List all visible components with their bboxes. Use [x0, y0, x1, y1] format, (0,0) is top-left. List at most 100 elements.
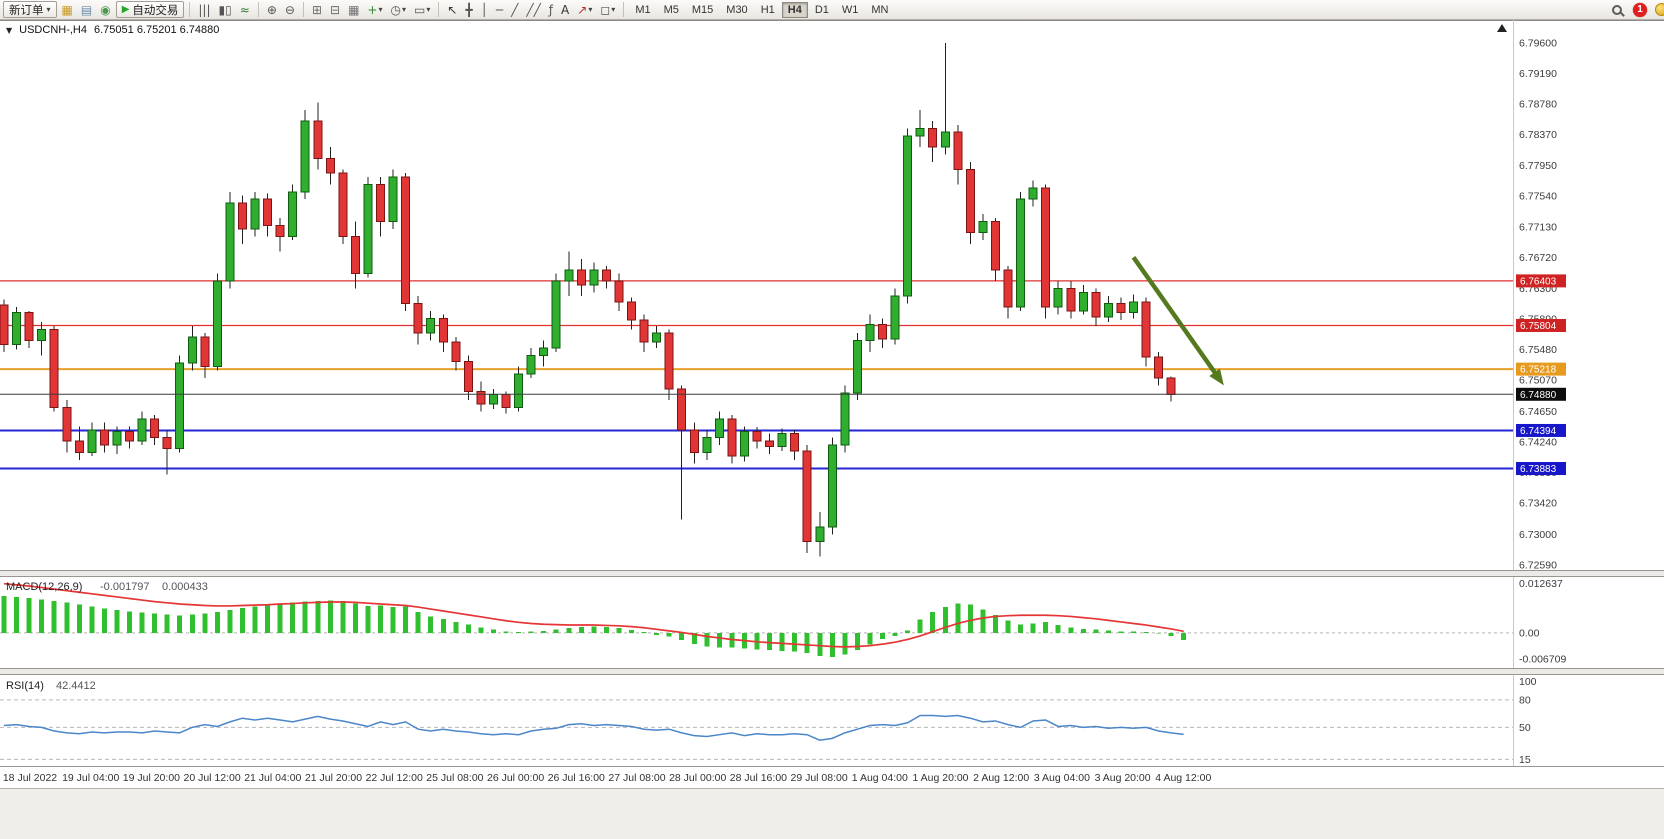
svg-text:26 Jul 00:00: 26 Jul 00:00: [487, 772, 544, 784]
svg-text:21 Jul 04:00: 21 Jul 04:00: [244, 772, 301, 784]
timeframe-d1[interactable]: D1: [809, 2, 835, 18]
time-axis[interactable]: 18 Jul 2022 19 Jul 04:00 19 Jul 20:00 20 Ju…: [3, 772, 1212, 784]
new-chart-icon[interactable]: + ▾: [364, 1, 385, 18]
channel-icon[interactable]: ╱╱: [523, 1, 543, 18]
line-chart-icon[interactable]: ≈: [237, 1, 253, 18]
chart-canvas[interactable]: 6.79600 6.79190 6.78780 6.78370 6.77950 6.775…: [0, 20, 1664, 839]
zoom-out-icon[interactable]: ⊖: [282, 1, 298, 18]
vertical-line-icon-glyph: │: [480, 2, 488, 17]
shapes-icon[interactable]: ◻ ▾: [597, 1, 618, 18]
autotrading-button[interactable]: ▶ 自动交易: [115, 1, 185, 18]
tile-windows-icon-glyph: ⊞: [311, 2, 322, 17]
vertical-line-icon[interactable]: │: [478, 1, 491, 18]
zoom-in-icon-glyph: ⊕: [266, 2, 277, 17]
rsi-axis[interactable]: 100 80 50 15: [1519, 676, 1537, 766]
svg-text:3 Aug 20:00: 3 Aug 20:00: [1095, 772, 1151, 784]
cursor-icon[interactable]: ↖: [444, 1, 460, 18]
svg-text:80: 80: [1519, 694, 1531, 706]
svg-text:6.74650: 6.74650: [1519, 406, 1557, 418]
chart-frame: [0, 20, 1664, 767]
svg-text:19 Jul 04:00: 19 Jul 04:00: [62, 772, 119, 784]
arrows-tool-icon[interactable]: ↗ ▾: [574, 1, 595, 18]
svg-text:1 Aug 04:00: 1 Aug 04:00: [852, 772, 908, 784]
svg-text:6.75218: 6.75218: [1520, 365, 1557, 376]
price-tags: 6.76403 6.75804 6.75218 6.74394 6.73883 6.748…: [1516, 274, 1566, 476]
bar-chart-icon-glyph: |||: [198, 2, 211, 17]
svg-text:18 Jul 2022: 18 Jul 2022: [3, 772, 57, 784]
coin-icon: [1655, 3, 1664, 16]
svg-text:21 Jul 20:00: 21 Jul 20:00: [305, 772, 362, 784]
arrange-windows-icon[interactable]: ▦: [345, 1, 362, 18]
market-watch-icon[interactable]: ▦: [59, 1, 76, 18]
cascade-windows-icon-glyph: ⊟: [330, 2, 341, 17]
svg-text:6.74394: 6.74394: [1520, 426, 1557, 437]
autotrading-label: 自动交易: [132, 4, 179, 17]
channel-icon-glyph: ╱╱: [526, 2, 541, 17]
timeframe-m15[interactable]: M15: [686, 2, 719, 18]
macd-axis[interactable]: 0.012637 0.00 -0.006709: [1519, 578, 1566, 665]
horizontal-line-icon-glyph: ─: [495, 2, 504, 17]
text-icon[interactable]: A: [558, 1, 572, 18]
macd-signal-value: 0.000433: [162, 581, 208, 593]
crosshair-icon[interactable]: ╋: [462, 1, 475, 18]
svg-text:4 Aug 12:00: 4 Aug 12:00: [1155, 772, 1211, 784]
svg-text:0.00: 0.00: [1519, 627, 1540, 639]
trendline-icon[interactable]: ╱: [508, 1, 521, 18]
timeframe-h4[interactable]: H4: [781, 1, 808, 18]
svg-text:6.73883: 6.73883: [1520, 464, 1557, 475]
macd-main-value: -0.001797: [100, 581, 150, 593]
caret-down-icon: ▾: [588, 4, 593, 14]
template-icon-glyph: ▭: [413, 2, 426, 17]
navigator-icon[interactable]: ◉: [97, 1, 113, 18]
svg-text:6.76403: 6.76403: [1520, 276, 1557, 287]
svg-text:15: 15: [1519, 754, 1531, 766]
new-order-button[interactable]: 新订单 ▾: [3, 1, 57, 18]
tile-windows-icon[interactable]: ⊞: [309, 1, 325, 18]
timeframe-w1[interactable]: W1: [836, 2, 865, 18]
panel-separator[interactable]: [0, 668, 1664, 675]
svg-text:28 Jul 16:00: 28 Jul 16:00: [730, 772, 787, 784]
timeframe-m5[interactable]: M5: [658, 2, 685, 18]
timeframe-h1[interactable]: H1: [755, 2, 781, 18]
horizontal-line-icon[interactable]: ─: [493, 1, 506, 18]
search-icon: [1612, 4, 1622, 15]
trend-arrow[interactable]: [1131, 255, 1224, 386]
svg-text:6.76720: 6.76720: [1519, 252, 1557, 264]
search-button[interactable]: [1609, 1, 1625, 18]
chart-symbol-label: USDCNH-,H4: [19, 24, 87, 36]
svg-text:100: 100: [1519, 676, 1537, 688]
svg-text:-0.006709: -0.006709: [1519, 654, 1566, 666]
toolbar-separator: [257, 2, 259, 17]
timeframe-m1[interactable]: M1: [629, 2, 656, 18]
timeframe-group: M1 M5 M15 M30 H1 H4 D1 W1 MN: [629, 1, 894, 18]
panel-separator[interactable]: [0, 570, 1664, 577]
candles-layer: [0, 42, 1176, 557]
timeframe-m30[interactable]: M30: [720, 2, 753, 18]
caret-down-icon: ▾: [611, 4, 616, 14]
new-order-label: 新订单: [9, 4, 44, 17]
svg-text:0.012637: 0.012637: [1519, 578, 1563, 590]
data-window-icon[interactable]: ▤: [78, 1, 95, 18]
candlestick-chart-icon[interactable]: ▮▯: [216, 1, 235, 18]
rsi-value: 42.4412: [56, 680, 96, 692]
timeframe-mn[interactable]: MN: [865, 2, 894, 18]
svg-text:26 Jul 16:00: 26 Jul 16:00: [548, 772, 605, 784]
svg-text:6.77540: 6.77540: [1519, 191, 1557, 203]
template-icon[interactable]: ▭ ▾: [411, 1, 433, 18]
period-clock-icon[interactable]: ◷ ▾: [387, 1, 409, 18]
cascade-windows-icon[interactable]: ⊟: [327, 1, 343, 18]
price-axis[interactable]: 6.79600 6.79190 6.78780 6.78370 6.77950 6.775…: [1519, 37, 1557, 571]
svg-text:6.79190: 6.79190: [1519, 68, 1557, 80]
symbol-dropdown-icon[interactable]: ▼: [6, 25, 13, 35]
notification-badge[interactable]: 1: [1633, 2, 1647, 17]
zoom-in-icon[interactable]: ⊕: [264, 1, 280, 18]
svg-text:25 Jul 08:00: 25 Jul 08:00: [426, 772, 483, 784]
cursor-icon-glyph: ↖: [447, 2, 458, 17]
toolbar-separator: [189, 2, 191, 17]
svg-text:28 Jul 00:00: 28 Jul 00:00: [669, 772, 726, 784]
line-chart-icon-glyph: ≈: [239, 2, 250, 17]
fibonacci-icon[interactable]: ƒ: [546, 1, 556, 18]
toolbar-separator: [438, 2, 440, 17]
text-icon-glyph: A: [561, 2, 570, 17]
bar-chart-icon[interactable]: |||: [195, 1, 213, 18]
